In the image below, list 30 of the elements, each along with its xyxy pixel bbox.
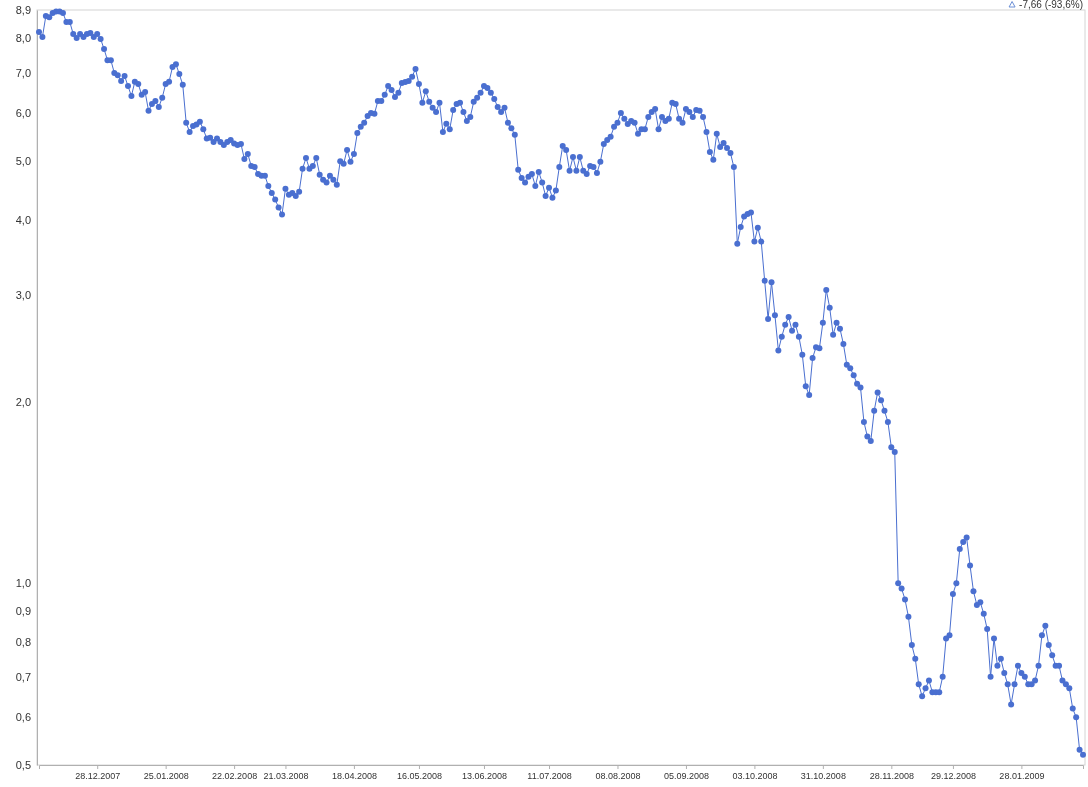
x-tick-label: 31.10.2008	[800, 771, 846, 782]
y-tick-label: 8,0	[15, 31, 31, 44]
text: -7,66 (-93,6%)	[1019, 0, 1083, 10]
x-tick-label: 18.04.2008	[331, 771, 377, 782]
y-tick-label: 3,0	[15, 289, 31, 302]
y-tick-label: 7,0	[15, 66, 31, 79]
x-tick-label: 28.01.2009	[999, 771, 1045, 782]
x-tick-label: 03.10.2008	[732, 771, 778, 782]
y-tick-label: 6,0	[15, 107, 31, 120]
y-tick-label: 0,5	[15, 759, 31, 772]
y-tick-label: 5,0	[15, 155, 31, 168]
y-tick-label: 2,0	[15, 395, 31, 408]
x-tick-label: 08.08.2008	[595, 771, 641, 782]
x-tick-label: 22.02.2008	[212, 771, 258, 782]
x-tick-label: 28.11.2008	[869, 771, 915, 782]
y-tick-label: 1,0	[15, 577, 31, 590]
y-tick-label: 0,8	[15, 635, 31, 648]
y-tick-label: 0,7	[15, 670, 31, 683]
x-tick-label: 13.06.2008	[461, 771, 508, 782]
y-tick-label: 4,0	[15, 213, 31, 226]
y-tick-label: 8,9	[15, 4, 31, 17]
x-tick-label: 16.05.2008	[396, 771, 442, 782]
x-tick-label: 05.09.2008	[663, 771, 709, 782]
x-tick-label: 29.12.2008	[930, 771, 976, 782]
y-tick-label: 0,6	[15, 711, 31, 724]
x-tick-label: 11.07.2008	[527, 771, 572, 782]
x-tick-label: 21.03.2008	[263, 771, 309, 782]
y-tick-label: 0,9	[15, 604, 31, 617]
x-tick-label: 28.12.2007	[75, 771, 121, 782]
x-tick-label: 25.01.2008	[143, 771, 189, 782]
